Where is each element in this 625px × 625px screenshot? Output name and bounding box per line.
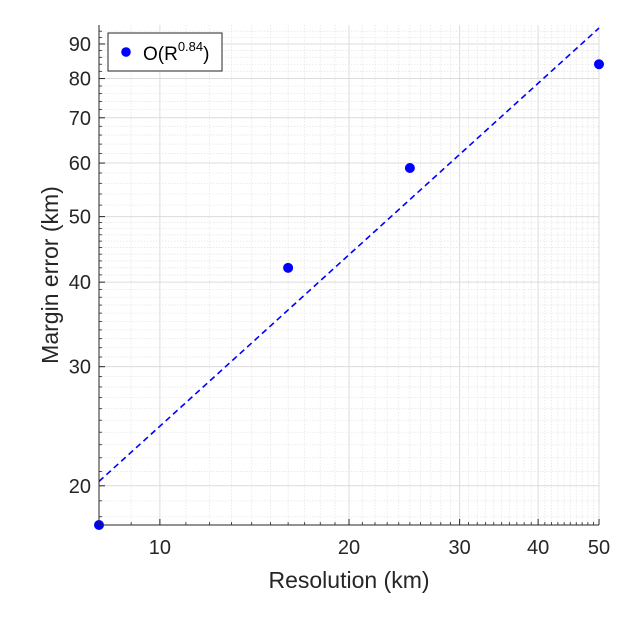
y-tick-labels: 20 30 40 50 60 70 80 90 [69, 34, 91, 498]
y-tick-label: 30 [69, 357, 91, 379]
data-point [283, 262, 294, 273]
data-point [404, 162, 415, 173]
x-tick-label: 40 [527, 537, 549, 559]
x-tick-label: 30 [449, 537, 471, 559]
y-tick-label: 40 [69, 272, 91, 294]
y-tick-label: 80 [69, 69, 91, 91]
legend: O(R0.84) [107, 32, 223, 72]
legend-marker [121, 47, 131, 57]
fit-line-layer [98, 27, 600, 482]
major-grid [99, 25, 600, 525]
legend-label-exponent: 0.84 [178, 39, 203, 54]
y-tick-label: 90 [69, 34, 91, 56]
x-tick-label: 50 [588, 537, 610, 559]
y-axis-title: Margin error (km) [37, 186, 63, 364]
x-axis-title: Resolution (km) [268, 567, 429, 593]
legend-label: O(R0.84) [143, 39, 209, 65]
x-tick-label: 10 [149, 537, 171, 559]
y-tick-label: 50 [69, 207, 91, 229]
y-tick-label: 70 [69, 108, 91, 130]
data-point [594, 59, 604, 70]
x-tick-label: 20 [338, 537, 360, 559]
x-tick-labels: 10 20 30 40 50 [149, 537, 610, 559]
y-tick-label: 60 [69, 153, 91, 175]
y-tick-label: 20 [69, 476, 91, 498]
legend-label-close: ) [203, 44, 209, 65]
fit-line [98, 27, 600, 482]
legend-label-base: O(R [143, 44, 178, 65]
tick-marks [98, 30, 600, 525]
